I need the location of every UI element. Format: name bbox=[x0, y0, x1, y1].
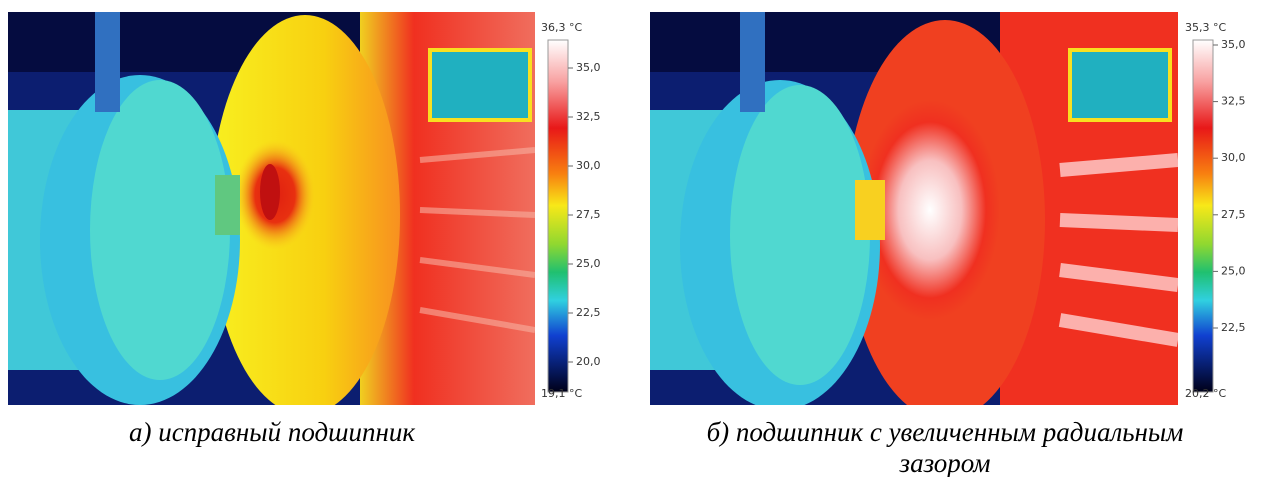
tick-label: 25,0 bbox=[1221, 264, 1246, 277]
page: {"panels": [ {"max_label": "36,3 °C", "m… bbox=[0, 0, 1273, 477]
tick-label: 27,5 bbox=[1221, 208, 1246, 221]
tick-label: 22,5 bbox=[576, 306, 601, 319]
colorbar bbox=[548, 40, 568, 392]
tick-label: 32,5 bbox=[1221, 95, 1246, 108]
max-label: 35,3 °C bbox=[1185, 21, 1226, 34]
thermal-image bbox=[650, 12, 1180, 420]
caption: зазором bbox=[899, 448, 991, 477]
tick-label: 35,0 bbox=[1221, 38, 1246, 51]
tick-label: 35,0 bbox=[576, 61, 601, 74]
min-label: 20,2 °C bbox=[1185, 387, 1226, 400]
thermal-image bbox=[8, 12, 540, 415]
tick-label: 30,0 bbox=[576, 159, 601, 172]
tick-label: 20,0 bbox=[576, 355, 601, 368]
tick-label: 30,0 bbox=[1221, 151, 1246, 164]
caption: а) исправный подшипник bbox=[129, 417, 415, 447]
tick-label: 32,5 bbox=[576, 110, 601, 123]
max-label: 36,3 °C bbox=[541, 21, 582, 34]
figure: 36,3 °C 19,1 °C 35,3 °C 20,2 °C 35,0 32,5… bbox=[0, 0, 1273, 477]
tick-label: 25,0 bbox=[576, 257, 601, 270]
tick-label: 22,5 bbox=[1221, 321, 1246, 334]
tick-label: 27,5 bbox=[576, 208, 601, 221]
caption: б) подшипник с увеличенным радиальным bbox=[707, 417, 1184, 447]
colorbar bbox=[1193, 40, 1213, 392]
min-label: 19,1 °C bbox=[541, 387, 582, 400]
